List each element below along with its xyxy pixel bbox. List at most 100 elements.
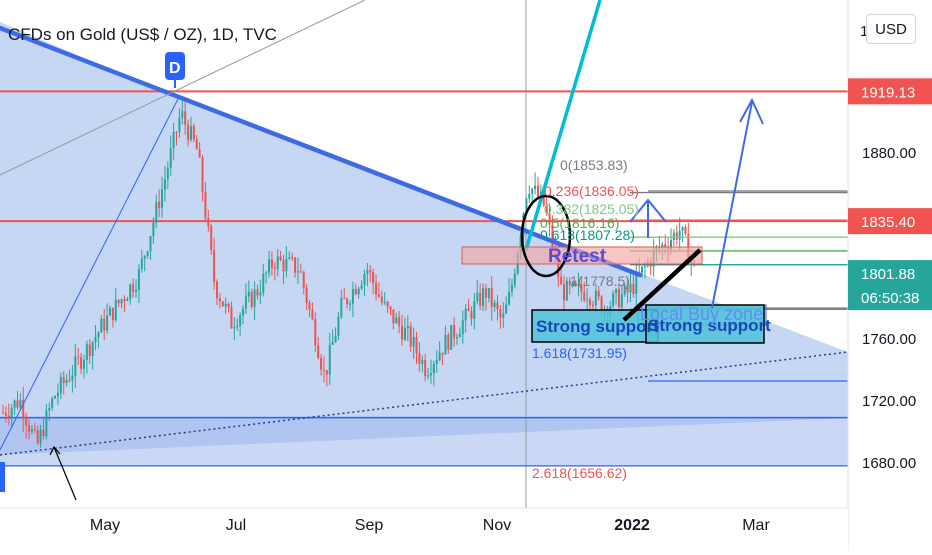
candle-body — [265, 272, 268, 274]
candle-body — [123, 299, 126, 302]
candle-body — [314, 319, 317, 346]
candle-body — [591, 305, 594, 307]
candle-body — [562, 284, 566, 301]
candle-body — [302, 272, 305, 288]
candle-body — [230, 307, 233, 329]
candle-body — [661, 244, 664, 249]
candle-body — [184, 111, 187, 125]
candle-body — [632, 283, 635, 294]
candle-body — [117, 299, 120, 304]
candle-body — [377, 294, 380, 297]
candle-body — [455, 337, 459, 339]
candle-body — [502, 313, 505, 318]
price-tick-label: 1880.00 — [862, 145, 916, 162]
candle-body — [19, 399, 22, 408]
candle-body — [505, 304, 508, 314]
candle-body — [322, 369, 325, 371]
candle-body — [137, 269, 140, 290]
candle-body — [2, 412, 5, 414]
candle-body — [62, 377, 65, 384]
candle-body — [54, 396, 57, 399]
candle-body — [262, 273, 265, 293]
price-label-text: 1835.40 — [861, 214, 915, 231]
candle-body — [406, 326, 409, 329]
candle-body — [244, 296, 247, 309]
candle-body — [542, 192, 545, 206]
candle-body — [68, 379, 71, 381]
fib-label: 1.618(1731.95) — [532, 345, 627, 361]
candle-body — [441, 352, 444, 355]
candle-body — [88, 344, 91, 356]
candle-body — [337, 316, 340, 336]
edge-marker — [0, 462, 5, 492]
candle-body — [586, 299, 589, 301]
candle-body — [155, 201, 158, 223]
candle-body — [681, 226, 684, 231]
candle-body — [146, 251, 149, 257]
candle-body — [77, 356, 80, 358]
candle-body — [363, 273, 366, 285]
candle-body — [178, 117, 181, 132]
candle-body — [409, 326, 412, 347]
candle-body — [421, 359, 424, 364]
candle-body — [487, 287, 490, 298]
candle-body — [192, 126, 195, 140]
dividend-marker-badge — [165, 52, 185, 80]
candle-body — [65, 379, 68, 384]
chart-annotation: Local Buy zone — [640, 304, 763, 324]
candle-body — [120, 299, 123, 304]
candle-body — [152, 222, 155, 237]
candle-body — [80, 357, 83, 369]
candle-body — [273, 267, 276, 269]
projection-arrow-head — [739, 97, 764, 125]
candle-body — [360, 284, 363, 289]
candle-body — [129, 284, 132, 300]
candle-body — [94, 337, 97, 342]
candle-body — [395, 317, 398, 324]
candle-body — [218, 298, 221, 302]
strong-support-box-2 — [645, 304, 765, 344]
candle-body — [447, 334, 450, 350]
candle-body — [380, 296, 383, 303]
candle-body — [629, 283, 632, 293]
candle-body — [331, 342, 334, 345]
candle-body — [210, 226, 213, 251]
candle-body — [664, 244, 667, 248]
candle-body — [482, 288, 485, 306]
candle-body — [204, 192, 207, 219]
candle-body — [328, 344, 331, 375]
candle-body — [594, 290, 597, 306]
candle-body — [106, 315, 109, 331]
projection-arrow-line — [711, 101, 753, 309]
currency-button[interactable]: USD — [866, 14, 916, 44]
candle-body — [349, 303, 352, 305]
candle-body — [490, 287, 493, 308]
candle-body — [557, 254, 560, 277]
candle-body — [39, 429, 42, 443]
candle-body — [334, 335, 337, 343]
candle-body — [551, 224, 554, 249]
candle-body — [635, 271, 638, 294]
candle-body — [233, 327, 236, 329]
candle-body — [597, 290, 600, 297]
candle-body — [317, 345, 320, 359]
chart-title: CFDs on Gold (US$ / OZ), 1D, TVC — [8, 25, 277, 44]
candle-body — [103, 318, 106, 331]
countdown-text: 06:50:38 — [861, 290, 919, 307]
candle-body — [568, 281, 571, 286]
candle-body — [45, 410, 48, 437]
candle-body — [470, 311, 473, 319]
candle-body — [641, 266, 644, 273]
candle-body — [242, 308, 245, 316]
candle-body — [108, 307, 112, 316]
time-axis-bg — [0, 508, 848, 550]
candle-body — [545, 205, 548, 214]
candle-body — [458, 334, 461, 338]
candle-body — [169, 148, 172, 169]
dividend-marker-text: D — [169, 60, 181, 77]
candle-body — [675, 232, 678, 240]
descending-trendline — [0, 25, 643, 278]
candle-body — [97, 332, 100, 338]
candle-body — [28, 425, 31, 432]
